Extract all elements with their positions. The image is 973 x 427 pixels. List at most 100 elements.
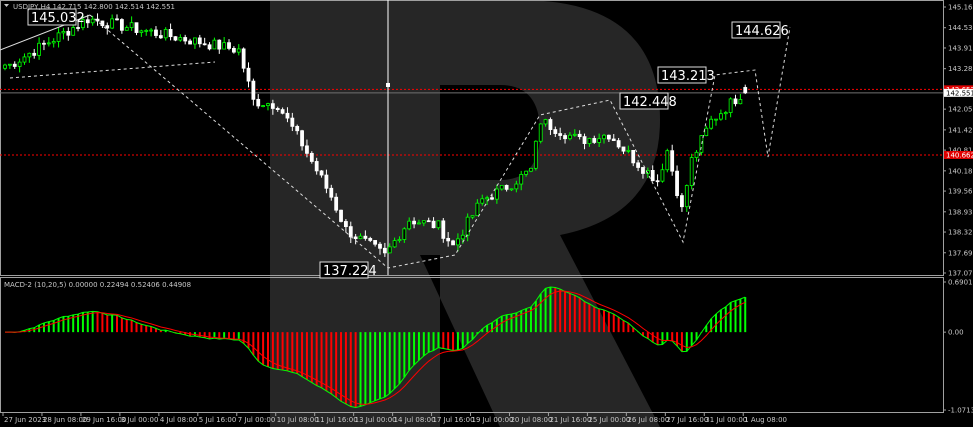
candle-bull: [470, 215, 475, 218]
candle-bull: [222, 42, 227, 50]
candle-bull: [543, 119, 548, 125]
candle-bear: [733, 98, 738, 105]
annotations: 145.032 137.224 142.448 143.213 144.626: [0, 8, 791, 279]
candle-bull: [519, 173, 524, 185]
candle-bear: [66, 31, 71, 36]
candle-bull: [358, 235, 363, 240]
time-tick-label: 20 Jul 08:00: [510, 416, 552, 424]
candle-bear: [134, 22, 139, 33]
time-tick-label: 27 Jul 16:00: [666, 416, 708, 424]
candles: [3, 13, 748, 257]
candle-bull: [110, 18, 115, 29]
price-tick-label: 141.425: [948, 126, 973, 134]
candle-bear: [231, 48, 236, 53]
candle-bull: [129, 22, 134, 28]
macd-line: [4, 286, 746, 408]
price-tag-bg: [944, 88, 973, 97]
candle-bull: [417, 222, 421, 225]
candle-bear: [606, 134, 611, 140]
candle-bull: [738, 99, 743, 105]
candle-bull: [602, 134, 606, 140]
price-label: 143.213: [661, 69, 715, 84]
time-tick-label: 28 Jun 08:00: [43, 416, 87, 424]
time-tick-label: 29 Jun 16:00: [82, 416, 126, 424]
candle-bear: [285, 112, 290, 119]
candle-bull: [660, 169, 665, 182]
candle-bear: [202, 43, 207, 46]
candle-bear: [621, 146, 626, 152]
candle-bull: [460, 234, 465, 240]
candle-bear: [616, 140, 621, 148]
price-tick-label: 139.565: [948, 188, 973, 196]
candle-bull: [709, 118, 714, 129]
candle-bull: [728, 98, 733, 113]
candle-bear: [577, 133, 582, 138]
candle-bull: [718, 113, 723, 120]
candle-bear: [743, 87, 748, 94]
candle-bear: [217, 39, 222, 50]
candle-bear: [353, 236, 358, 240]
candle-bull: [587, 138, 592, 144]
price-label: 144.626: [735, 24, 789, 39]
time-tick-label: 17 Jul 16:00: [433, 416, 475, 424]
candle-bull: [645, 170, 650, 174]
candle-bear: [32, 52, 37, 56]
time-tick-label: 31 Jul 00:00: [705, 416, 747, 424]
candle-bear: [378, 243, 382, 249]
candle-bear: [168, 29, 173, 38]
candle-bear: [85, 19, 90, 24]
candle-bull: [81, 19, 85, 29]
price-label-box: [657, 66, 707, 84]
zigzag-line: [89, 14, 791, 269]
candle-bull: [27, 52, 32, 58]
candle-bull: [514, 183, 519, 190]
candle-bull: [56, 32, 61, 42]
candle-bear: [490, 197, 494, 200]
candle-bear: [558, 133, 563, 136]
time-tick-label: 19 Jul 00:00: [472, 416, 514, 424]
candle-bull: [193, 37, 197, 45]
candle-bull: [37, 42, 41, 56]
candle-bear: [446, 237, 451, 242]
price-tick-label: 144.530: [948, 24, 973, 32]
candle-bear: [641, 167, 645, 174]
candle-bear: [650, 170, 655, 182]
macd-panel: [4, 286, 747, 408]
candle-bear: [548, 119, 553, 130]
time-tick-label: 25 Jul 00:00: [588, 416, 630, 424]
candle-bear: [241, 48, 246, 69]
signal-line: [4, 290, 746, 405]
macd-tick-label: 0.69011: [948, 279, 973, 287]
candle-bull: [665, 150, 670, 171]
candle-bear: [426, 220, 431, 223]
candle-bear: [412, 220, 416, 225]
candle-bear: [431, 220, 436, 229]
candle-bull: [684, 185, 689, 208]
vertical-line-handle: [386, 83, 390, 87]
candle-bull: [236, 48, 241, 53]
candle-bear: [305, 145, 309, 154]
candle-bear: [309, 152, 314, 162]
candle-bull: [139, 30, 144, 33]
price-tick-label: 140.810: [948, 147, 973, 155]
price-tick-label: 140.180: [948, 167, 973, 175]
candle-bear: [227, 42, 231, 49]
time-tick-label: 11 Jul 16:00: [316, 416, 358, 424]
price-tick-label: 138.935: [948, 208, 973, 216]
candle-bull: [387, 246, 392, 254]
time-tick-label: 21 Jul 16:00: [549, 416, 591, 424]
candle-bull: [475, 202, 480, 217]
candle-bear: [373, 240, 378, 245]
dropdown-icon[interactable]: [4, 4, 9, 7]
price-label: 137.224: [323, 264, 377, 279]
time-tick-label: 13 Jul 00:00: [355, 416, 397, 424]
candle-bear: [368, 238, 373, 241]
time-tick-label: 1 Aug 08:00: [744, 416, 787, 424]
candle-bull: [597, 138, 602, 143]
candle-bear: [256, 98, 261, 107]
candle-bull: [90, 18, 95, 24]
trend-line: [9, 61, 216, 79]
candle-bear: [275, 108, 280, 110]
